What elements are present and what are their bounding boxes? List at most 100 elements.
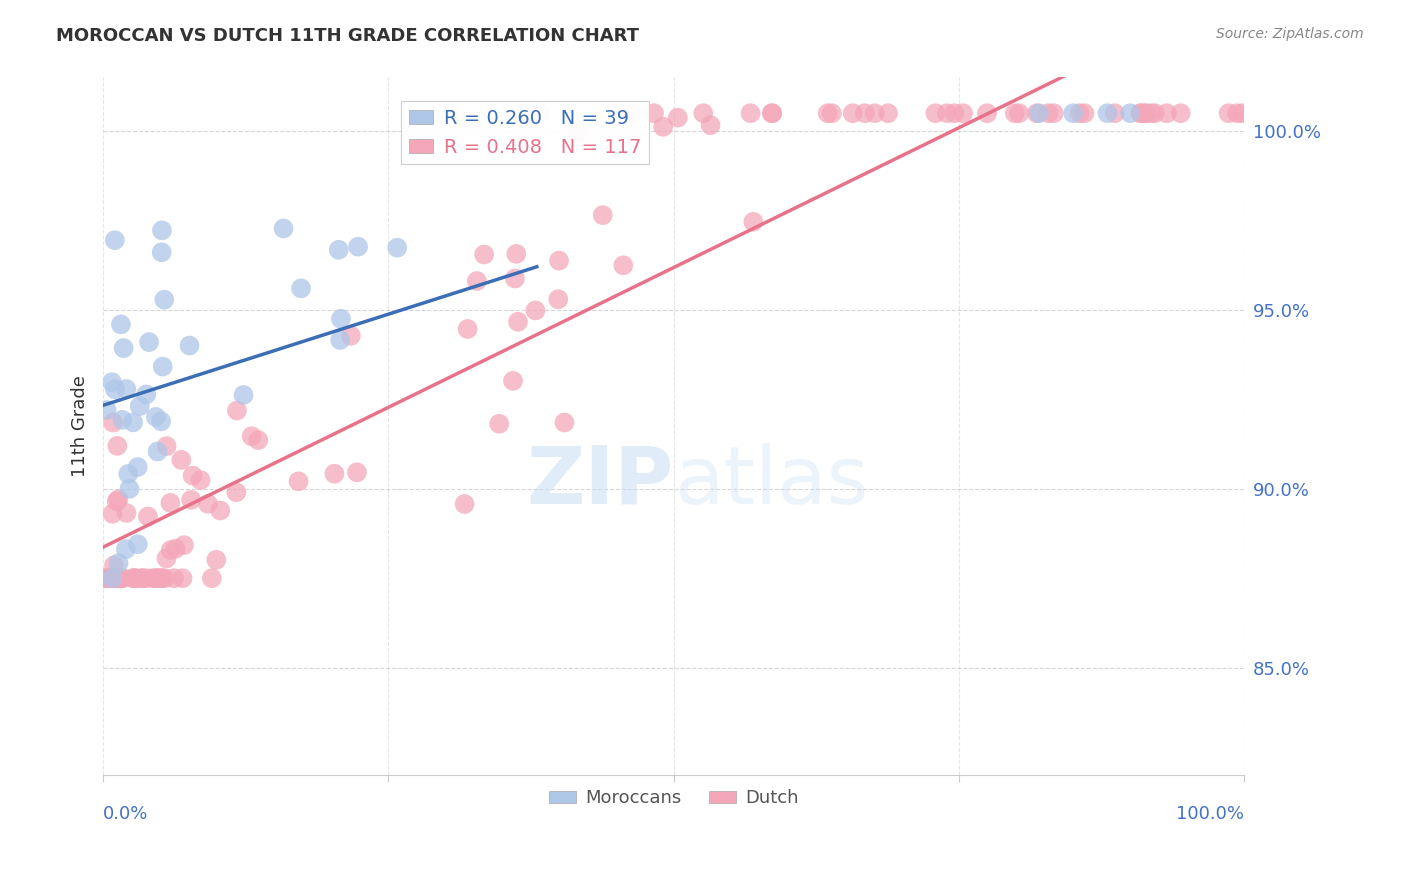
Dutch xyxy=(1143,106,1166,120)
Dutch xyxy=(1133,106,1156,120)
Moroccans xyxy=(329,333,352,347)
Dutch xyxy=(111,571,134,585)
Dutch xyxy=(976,106,998,120)
Text: Source: ZipAtlas.com: Source: ZipAtlas.com xyxy=(1216,27,1364,41)
Moroccans xyxy=(138,335,160,350)
Dutch xyxy=(592,208,614,222)
Text: 100.0%: 100.0% xyxy=(1177,805,1244,823)
Text: MOROCCAN VS DUTCH 11TH GRADE CORRELATION CHART: MOROCCAN VS DUTCH 11TH GRADE CORRELATION… xyxy=(56,27,640,45)
Dutch xyxy=(935,106,957,120)
Dutch xyxy=(740,106,762,120)
Dutch xyxy=(453,497,475,511)
Dutch xyxy=(103,571,125,585)
Dutch xyxy=(172,571,194,585)
Dutch xyxy=(1218,106,1240,120)
Text: ZIP: ZIP xyxy=(526,443,673,521)
Dutch xyxy=(181,468,204,483)
Dutch xyxy=(1135,106,1157,120)
Moroccans xyxy=(179,338,201,352)
Moroccans xyxy=(127,460,149,475)
Dutch xyxy=(1129,106,1152,120)
Dutch xyxy=(96,571,118,585)
Moroccans xyxy=(96,403,118,417)
Dutch xyxy=(643,106,665,120)
Dutch xyxy=(101,416,124,430)
Text: 0.0%: 0.0% xyxy=(103,805,149,823)
Moroccans xyxy=(1028,106,1050,120)
Dutch xyxy=(201,571,224,585)
Dutch xyxy=(131,571,153,585)
Moroccans xyxy=(101,571,124,585)
Dutch xyxy=(699,118,721,132)
Dutch xyxy=(205,553,228,567)
Moroccans xyxy=(115,542,138,557)
Dutch xyxy=(105,571,128,585)
Dutch xyxy=(155,551,177,566)
Dutch xyxy=(145,571,167,585)
Dutch xyxy=(1104,106,1126,120)
Moroccans xyxy=(330,311,353,326)
Dutch xyxy=(457,322,479,336)
Dutch xyxy=(111,571,134,585)
Dutch xyxy=(506,315,529,329)
Dutch xyxy=(148,571,170,585)
Dutch xyxy=(96,571,118,585)
Moroccans xyxy=(110,318,132,332)
Moroccans xyxy=(152,359,174,374)
Dutch xyxy=(159,496,181,510)
Dutch xyxy=(553,416,575,430)
Dutch xyxy=(842,106,865,120)
Dutch xyxy=(226,403,249,417)
Moroccans xyxy=(135,387,157,401)
Dutch xyxy=(1156,106,1178,120)
Dutch xyxy=(173,538,195,552)
Dutch xyxy=(821,106,844,120)
Dutch xyxy=(165,541,187,556)
Dutch xyxy=(666,111,689,125)
Dutch xyxy=(346,465,368,479)
Dutch xyxy=(105,494,128,508)
Dutch xyxy=(817,106,839,120)
Dutch xyxy=(136,509,159,524)
Dutch xyxy=(155,439,177,453)
Dutch xyxy=(98,571,121,585)
Dutch xyxy=(103,558,125,573)
Dutch xyxy=(150,571,173,585)
Dutch xyxy=(1008,106,1031,120)
Dutch xyxy=(692,106,714,120)
Moroccans xyxy=(146,444,169,458)
Dutch xyxy=(170,453,193,467)
Dutch xyxy=(115,506,138,520)
Moroccans xyxy=(387,241,409,255)
Dutch xyxy=(505,247,527,261)
Dutch xyxy=(96,571,118,585)
Moroccans xyxy=(347,240,370,254)
Moroccans xyxy=(104,233,127,247)
Dutch xyxy=(104,571,127,585)
Dutch xyxy=(761,106,783,120)
Moroccans xyxy=(1097,106,1119,120)
Dutch xyxy=(472,247,495,261)
Dutch xyxy=(103,571,125,585)
Dutch xyxy=(1170,106,1192,120)
Dutch xyxy=(1073,106,1095,120)
Dutch xyxy=(488,417,510,431)
Dutch xyxy=(247,433,270,447)
Moroccans xyxy=(128,399,150,413)
Moroccans xyxy=(127,537,149,551)
Dutch xyxy=(209,503,232,517)
Dutch xyxy=(125,571,148,585)
Legend: Moroccans, Dutch: Moroccans, Dutch xyxy=(541,782,806,814)
Moroccans xyxy=(1062,106,1084,120)
Moroccans xyxy=(153,293,176,307)
Y-axis label: 11th Grade: 11th Grade xyxy=(72,376,89,477)
Dutch xyxy=(153,571,176,585)
Dutch xyxy=(122,571,145,585)
Dutch xyxy=(1232,106,1254,120)
Dutch xyxy=(742,215,765,229)
Dutch xyxy=(877,106,900,120)
Dutch xyxy=(1004,106,1026,120)
Dutch xyxy=(853,106,876,120)
Dutch xyxy=(323,467,346,481)
Dutch xyxy=(131,571,153,585)
